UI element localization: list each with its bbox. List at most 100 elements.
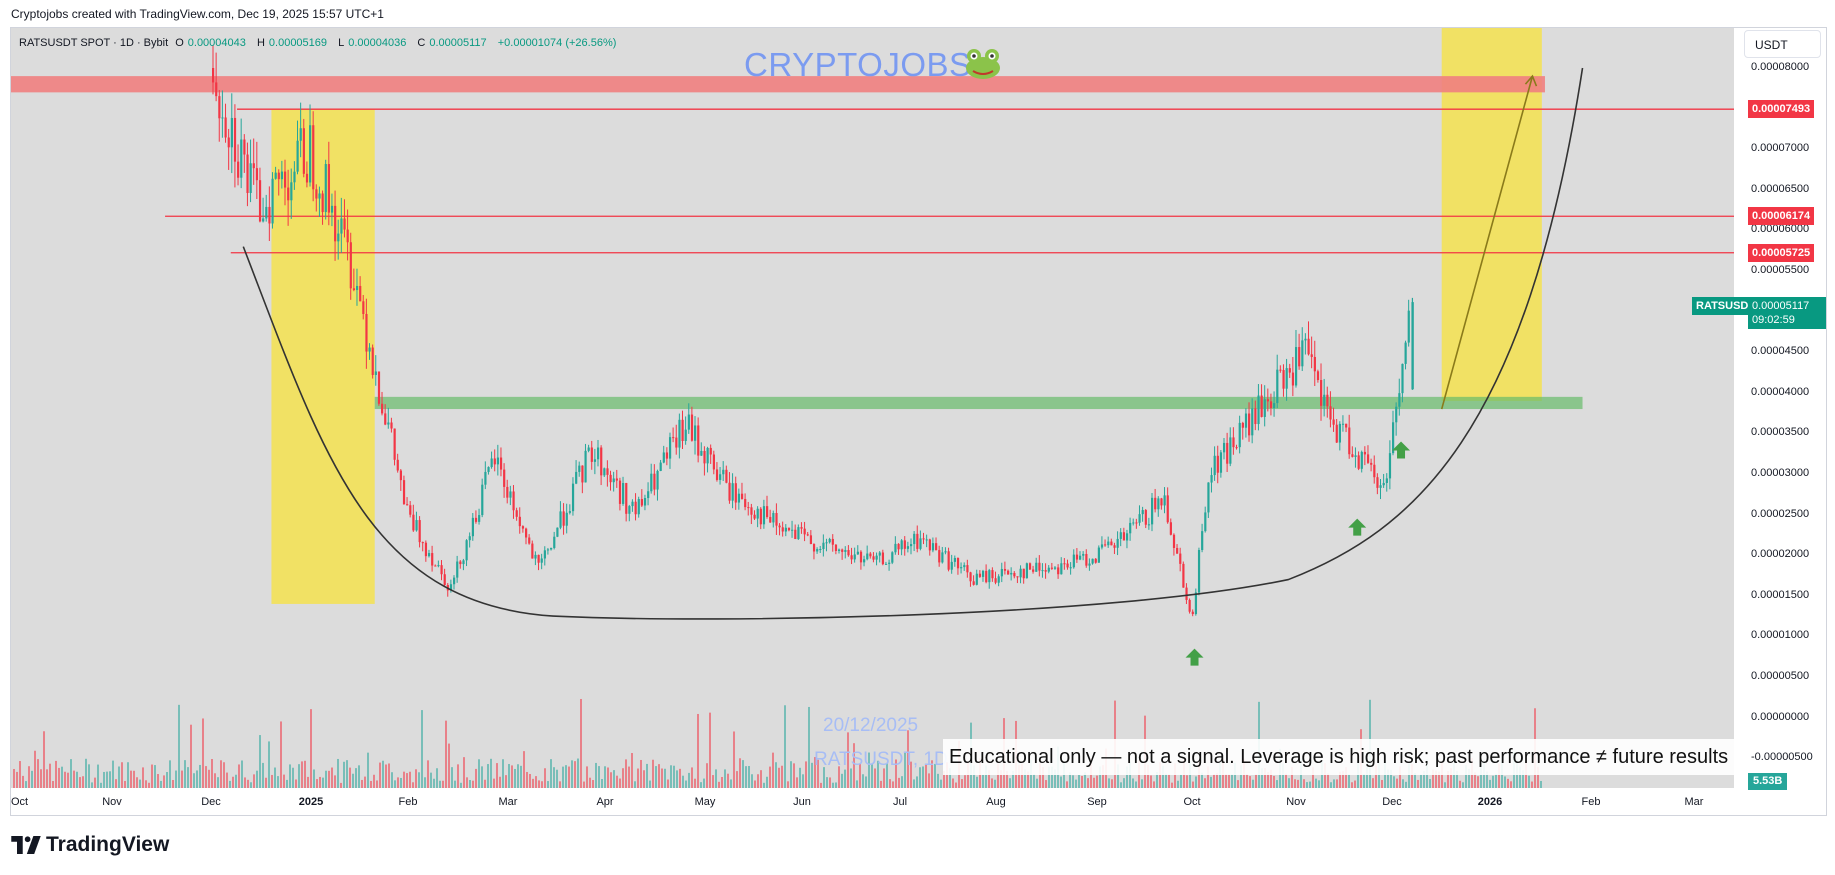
candle-body	[593, 459, 597, 462]
volume-bar	[907, 730, 909, 788]
candle-body	[1147, 524, 1151, 526]
volume-bar	[1414, 773, 1416, 788]
candle-body	[731, 483, 734, 501]
candle-body	[819, 549, 822, 551]
volume-bar	[136, 777, 138, 788]
volume-bar	[1225, 773, 1227, 788]
volume-bar	[178, 704, 180, 788]
candle-body	[750, 507, 753, 515]
candle-body	[1166, 495, 1169, 523]
candle-body	[296, 140, 299, 172]
volume-bar	[574, 761, 576, 788]
volume-bar	[709, 712, 711, 788]
chart-area[interactable]: RATSUSDT SPOT · 1D · Bybit O 0.00004043 H…	[10, 27, 1827, 816]
candle-body	[312, 125, 315, 190]
volume-bar	[736, 771, 738, 788]
volume-bar	[1309, 781, 1311, 788]
volume-bar	[112, 760, 114, 788]
volume-bar	[1078, 775, 1080, 788]
legend-symbol: RATSUSDT SPOT · 1D · Bybit	[19, 37, 169, 49]
volume-bar	[1435, 770, 1437, 788]
volume-bar	[916, 776, 918, 788]
candle-body	[1151, 497, 1154, 525]
volume-bar	[742, 760, 744, 788]
candle-body	[1282, 370, 1285, 389]
volume-bar	[808, 706, 810, 788]
volume-bar	[757, 774, 759, 788]
frog-icon	[966, 49, 1000, 79]
top-bar: Cryptojobs created with TradingView.com,…	[0, 0, 1835, 26]
candle-body	[960, 567, 963, 569]
candle-body	[863, 559, 866, 563]
volume-bar	[490, 758, 492, 788]
volume-bar	[745, 766, 747, 788]
candle-body	[1035, 562, 1038, 572]
volume-bar	[124, 780, 126, 788]
candle-body	[1179, 553, 1182, 564]
chart-canvas[interactable]	[11, 28, 1826, 815]
volume-bar	[1237, 780, 1239, 788]
volume-bar	[235, 774, 237, 788]
volume-bar	[379, 762, 381, 788]
volume-bar	[193, 773, 195, 788]
candle-body	[1122, 532, 1126, 541]
volume-bar	[295, 779, 297, 788]
candle-body	[283, 171, 287, 188]
volume-bar	[1177, 780, 1179, 788]
candle-body	[850, 555, 853, 560]
candle-body	[340, 218, 343, 234]
volume-bar	[559, 781, 561, 788]
candle-body	[891, 552, 894, 563]
candle-body	[856, 551, 859, 555]
volume-bar	[928, 773, 930, 788]
candle-body	[596, 447, 600, 460]
candle-body	[759, 508, 762, 525]
candle-body	[1082, 553, 1085, 556]
volume-bar	[610, 772, 612, 788]
candle-body	[1088, 563, 1091, 566]
candle-body	[1204, 512, 1207, 532]
candle-body	[1241, 422, 1244, 428]
volume-bar	[673, 765, 675, 788]
volume-bar	[844, 769, 846, 788]
volume-bar	[271, 774, 273, 788]
volume-bar	[838, 766, 840, 788]
candle-body	[1182, 563, 1185, 588]
volume-bar	[385, 764, 387, 788]
legend-close: C 0.00005117	[417, 37, 487, 49]
candle-body	[1351, 454, 1354, 457]
volume-bar	[169, 760, 171, 788]
volume-bar	[412, 782, 414, 788]
volume-bar	[280, 721, 282, 788]
volume-bar	[667, 779, 669, 788]
volume-bar	[799, 767, 801, 788]
candle-body	[894, 543, 897, 553]
volume-bar	[1252, 779, 1254, 788]
candle-body	[684, 429, 687, 441]
candle-body	[271, 178, 274, 224]
buy-arrow-icon	[1392, 441, 1411, 459]
volume-bar	[946, 762, 948, 788]
currency-selector[interactable]: USDT	[1744, 30, 1821, 58]
volume-bar	[868, 752, 870, 788]
volume-bar	[499, 776, 501, 788]
volume-bar	[1339, 771, 1341, 788]
candle-body	[640, 499, 644, 506]
buy-arrow-icon	[1348, 518, 1367, 536]
volume-bar	[157, 774, 159, 788]
volume-bar	[1135, 781, 1137, 788]
candle-body	[1379, 485, 1382, 488]
volume-bar	[1207, 766, 1209, 788]
volume-bar	[1132, 778, 1134, 788]
candle-body	[1263, 399, 1266, 417]
volume-bar	[670, 765, 672, 788]
volume-bar	[1330, 782, 1332, 788]
volume-bar	[1345, 767, 1347, 788]
candle-body	[237, 161, 240, 178]
candle-body	[575, 471, 578, 484]
volume-bar	[142, 767, 144, 788]
volume-bar	[1354, 780, 1356, 788]
volume-bar	[145, 780, 147, 788]
volume-bar	[1348, 774, 1350, 788]
volume-bar	[40, 769, 42, 788]
